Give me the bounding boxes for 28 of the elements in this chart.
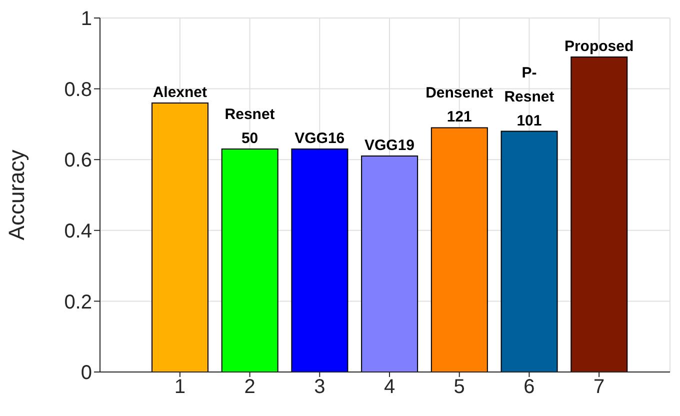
y-tick-label: 0.4 bbox=[64, 220, 92, 242]
y-tick-label: 0 bbox=[80, 362, 92, 384]
bar bbox=[570, 56, 628, 372]
annotation: VGG16 bbox=[294, 130, 345, 147]
x-tick-label: 6 bbox=[524, 376, 535, 398]
annotation: VGG19 bbox=[364, 137, 415, 154]
y-tick-label: 0.6 bbox=[64, 150, 92, 172]
bar bbox=[430, 127, 488, 372]
x-tick-label: 7 bbox=[594, 376, 605, 398]
annotation: Resnet 50 bbox=[224, 106, 275, 147]
bar bbox=[500, 130, 558, 372]
y-tick-label: 0.8 bbox=[64, 78, 92, 101]
y-axis-title: Accuracy bbox=[4, 150, 29, 240]
annotation: Alexnet bbox=[152, 84, 208, 101]
bar bbox=[151, 102, 208, 372]
x-tick-label: 1 bbox=[174, 376, 186, 398]
annotation: P- Resnet 101 bbox=[504, 64, 554, 130]
bar bbox=[361, 156, 418, 372]
y-tick-label: 1 bbox=[80, 8, 92, 30]
annotation: Proposed bbox=[564, 38, 634, 55]
y-tick-label: 0.2 bbox=[64, 291, 92, 314]
bar bbox=[291, 148, 348, 372]
x-tick-label: 4 bbox=[384, 376, 396, 398]
x-tick-label: 3 bbox=[314, 376, 326, 398]
x-tick-label: 5 bbox=[454, 376, 465, 398]
annotation: Densenet 121 bbox=[426, 84, 494, 126]
x-tick-label: 2 bbox=[244, 376, 256, 398]
bar bbox=[221, 148, 278, 372]
